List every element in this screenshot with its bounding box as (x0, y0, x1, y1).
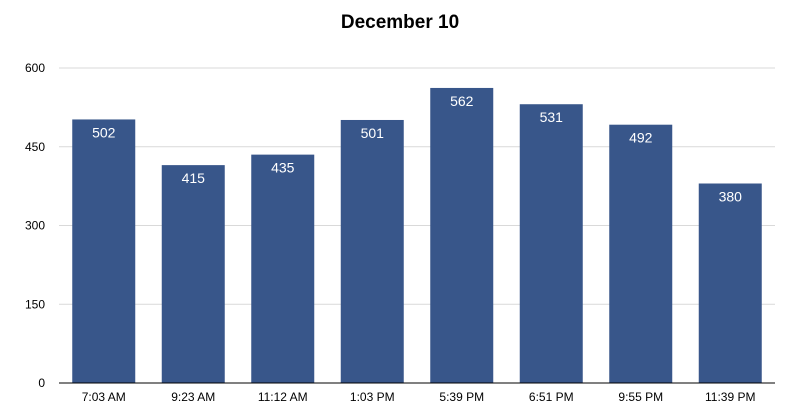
bar (609, 124, 673, 383)
bar (698, 183, 762, 383)
bar (340, 119, 404, 383)
y-tick-label: 0 (38, 376, 45, 390)
x-tick-label: 9:55 PM (618, 390, 663, 404)
bar (72, 119, 136, 383)
y-tick-label: 150 (25, 297, 45, 311)
bar (161, 165, 225, 383)
x-tick-label: 7:03 AM (82, 390, 126, 404)
bar-value-label: 562 (450, 93, 474, 109)
x-tick-label: 11:39 PM (705, 390, 755, 404)
chart-title: December 10 (340, 12, 460, 33)
bar (519, 104, 583, 383)
bar-value-label: 380 (719, 189, 743, 205)
y-tick-label: 600 (25, 61, 45, 75)
bar-value-label: 531 (540, 109, 564, 125)
x-tick-label: 11:12 AM (258, 390, 308, 404)
bar-value-label: 502 (92, 124, 116, 140)
x-tick-label: 5:39 PM (439, 390, 484, 404)
bars: 502 415 435 501 562 531 492 380 (72, 87, 762, 383)
bar-value-label: 415 (182, 170, 206, 186)
bar (430, 87, 494, 383)
x-tick-label: 1:03 PM (350, 390, 395, 404)
bar-value-label: 501 (361, 125, 385, 141)
x-axis-ticks: 7:03 AM 9:23 AM 11:12 AM 1:03 PM 5:39 PM 6:51… (82, 390, 756, 404)
y-tick-label: 450 (25, 140, 45, 154)
x-tick-label: 6:51 PM (529, 390, 574, 404)
y-tick-label: 300 (25, 219, 45, 233)
bar (251, 154, 315, 383)
bar-value-label: 492 (629, 130, 653, 146)
x-tick-label: 9:23 AM (171, 390, 215, 404)
y-axis-ticks: 0 150 300 450 600 (25, 61, 45, 390)
bar-value-label: 435 (271, 160, 295, 176)
